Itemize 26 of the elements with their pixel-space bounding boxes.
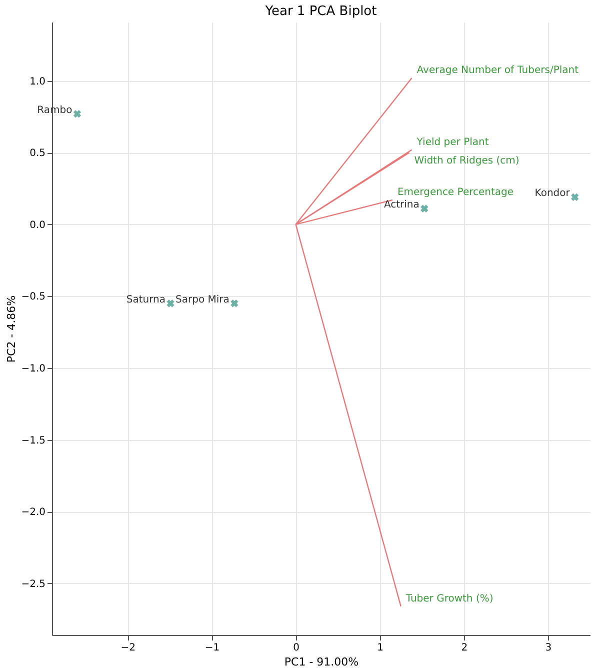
x-tick-label: 2 xyxy=(461,642,468,654)
y-tick-label: −2.0 xyxy=(21,507,46,518)
x-tick-label: −1 xyxy=(204,642,220,654)
x-tick-label: 1 xyxy=(377,642,384,654)
y-tick-label: −1.5 xyxy=(21,435,46,446)
y-tick-label: −1.0 xyxy=(21,363,46,374)
x-tick-label: 0 xyxy=(293,642,300,654)
annotation: Sarpo Mira xyxy=(176,294,230,306)
y-tick-label: 0.0 xyxy=(30,220,46,231)
series-label: Average Number of Tubers/Plant xyxy=(416,64,579,76)
x-axis-title: PC1 - 91.00% xyxy=(284,656,359,668)
x-tick-label: −2 xyxy=(120,642,136,654)
series-label: Width of Ridges (cm) xyxy=(414,156,520,167)
series-label: Emergence Percentage xyxy=(397,187,514,198)
annotation: Saturna xyxy=(126,294,166,306)
annotation: Actrina xyxy=(384,200,420,211)
y-tick-label: 0.5 xyxy=(30,148,46,160)
chart-title: Year 1 PCA Biplot xyxy=(264,4,377,19)
annotation: Kondor xyxy=(534,188,571,200)
x-tick-label: 3 xyxy=(545,642,552,654)
y-tick-label: −0.5 xyxy=(21,292,46,303)
y-axis-title: PC2 - 4.86% xyxy=(5,295,18,363)
y-tick-label: 1.0 xyxy=(30,76,46,88)
series-label: Yield per Plant xyxy=(416,136,489,148)
series-label: Tuber Growth (%) xyxy=(404,593,494,604)
y-tick-label: −2.5 xyxy=(21,578,46,590)
